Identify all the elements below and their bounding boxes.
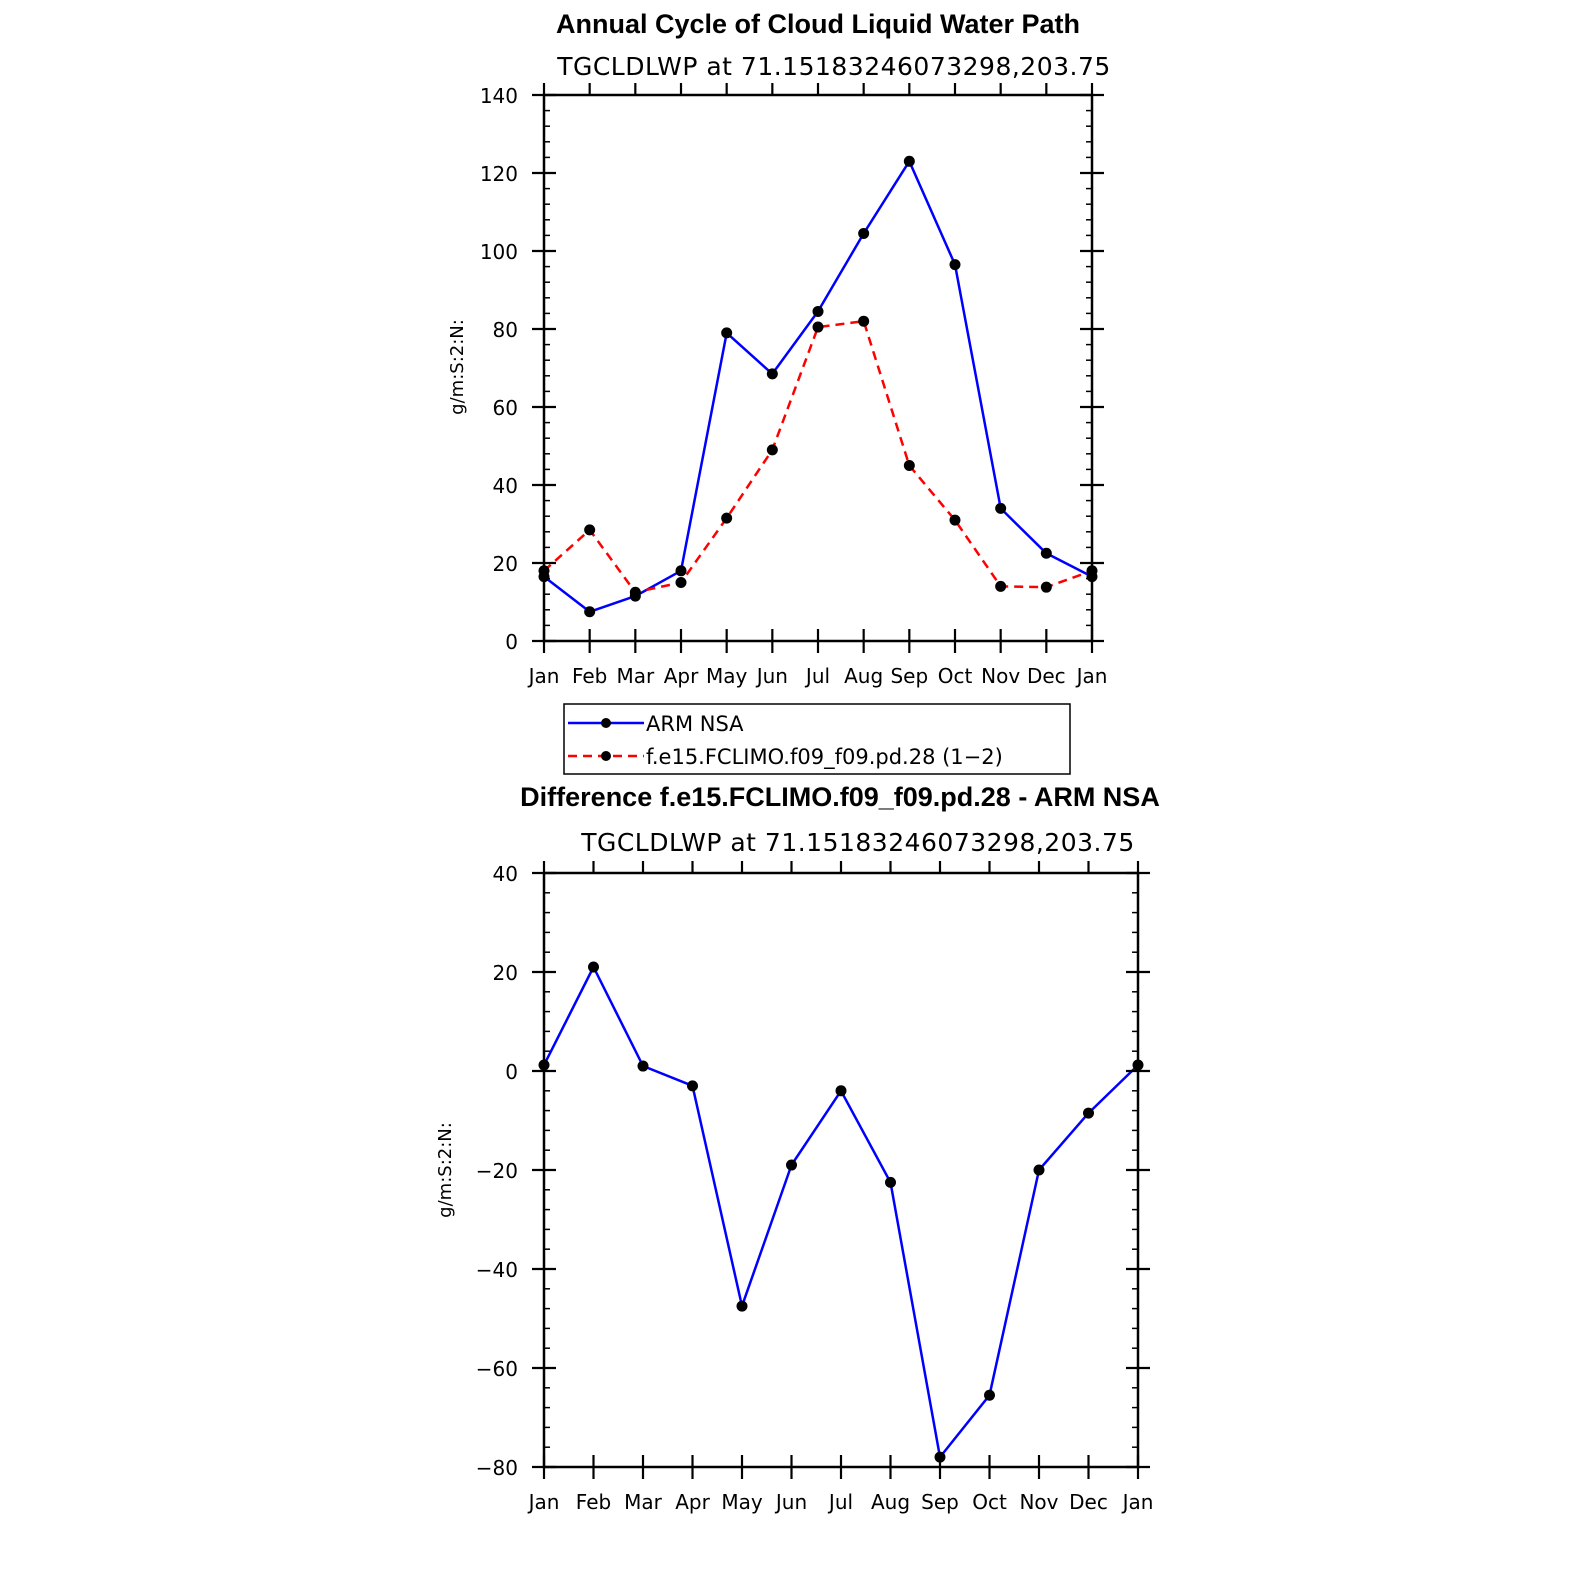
x-tick-label: Jan bbox=[527, 1490, 560, 1514]
bottom-chart-y-axis-label: g/m:S:2:N: bbox=[435, 1122, 456, 1218]
x-tick-label: Jun bbox=[755, 664, 788, 688]
series-line-0 bbox=[543, 160, 1093, 614]
series-0-point bbox=[588, 961, 599, 973]
series-1-point bbox=[629, 586, 641, 598]
legend-model-label: f.e15.FCLIMO.f09_f09.pd.28 (1−2) bbox=[646, 745, 1003, 770]
x-tick-label: Jul bbox=[827, 1490, 853, 1514]
y-tick-label: 0 bbox=[505, 630, 518, 654]
series-1-point bbox=[903, 460, 915, 471]
y-tick-label: 40 bbox=[493, 474, 518, 498]
series-0-point bbox=[885, 1176, 896, 1188]
series-1-point bbox=[949, 514, 961, 526]
series-0-point bbox=[675, 565, 687, 577]
legend-arm-nsa-label: ARM NSA bbox=[646, 712, 744, 736]
x-tick-label: Dec bbox=[1027, 664, 1066, 688]
x-tick-label: Oct bbox=[972, 1490, 1007, 1514]
x-tick-label: Sep bbox=[921, 1490, 959, 1514]
x-tick-label: Nov bbox=[981, 664, 1020, 688]
x-tick-label: Feb bbox=[572, 664, 607, 688]
y-tick-label: −60 bbox=[476, 1357, 518, 1381]
bottom-chart-title: Difference f.e15.FCLIMO.f09_f09.pd.28 - … bbox=[520, 782, 1160, 812]
series-0-point bbox=[786, 1159, 797, 1171]
legend-box bbox=[563, 703, 1071, 775]
top-chart-subtitle: TGCLDLWP at 71.15183246073298,203.75 bbox=[556, 52, 1111, 81]
series-line-1 bbox=[543, 319, 1093, 594]
series-1-point bbox=[675, 577, 687, 588]
top-chart-legend: ARM NSA f.e15.FCLIMO.f09_f09.pd.28 (1−2) bbox=[563, 703, 1071, 775]
y-tick-label: 0 bbox=[505, 1060, 518, 1084]
series-0-point bbox=[687, 1080, 698, 1092]
x-tick-label: Jan bbox=[1075, 664, 1108, 688]
series-1-point bbox=[995, 580, 1007, 592]
x-tick-label: Dec bbox=[1069, 1490, 1108, 1514]
series-1-point bbox=[858, 315, 870, 327]
series-0-point bbox=[995, 502, 1007, 514]
series-0-point bbox=[736, 1300, 748, 1312]
series-0-point bbox=[949, 259, 961, 271]
x-tick-label: Jun bbox=[774, 1490, 807, 1514]
series-0-point bbox=[858, 227, 870, 239]
x-tick-label: Aug bbox=[844, 664, 883, 688]
y-tick-label: 100 bbox=[480, 240, 518, 264]
series-0-point bbox=[1083, 1107, 1094, 1119]
top-chart-y-axis-label: g/m:S:2:N: bbox=[447, 319, 468, 415]
series-0-point bbox=[812, 305, 824, 317]
y-tick-label: 20 bbox=[493, 552, 518, 576]
x-tick-label: Jul bbox=[804, 664, 830, 688]
bottom-chart: Difference f.e15.FCLIMO.f09_f09.pd.28 - … bbox=[435, 782, 1160, 1514]
x-tick-label: Mar bbox=[616, 664, 655, 688]
series-0-point bbox=[766, 368, 778, 380]
legend-arm-nsa-marker bbox=[601, 718, 611, 728]
series-1-point bbox=[584, 524, 596, 536]
y-tick-label: 140 bbox=[480, 84, 518, 108]
series-1-point bbox=[1040, 581, 1052, 593]
y-tick-label: −20 bbox=[476, 1159, 518, 1183]
series-0-point bbox=[903, 155, 915, 167]
x-tick-label: Feb bbox=[576, 1490, 611, 1514]
y-tick-label: 80 bbox=[493, 318, 518, 342]
top-chart-title: Annual Cycle of Cloud Liquid Water Path bbox=[556, 9, 1080, 39]
top-chart: Annual Cycle of Cloud Liquid Water Path … bbox=[447, 9, 1111, 775]
y-tick-label: −40 bbox=[476, 1258, 518, 1282]
series-line-0 bbox=[542, 965, 1139, 1459]
x-tick-label: May bbox=[706, 664, 748, 688]
series-0-point bbox=[835, 1085, 847, 1097]
x-tick-label: Oct bbox=[938, 664, 973, 688]
series-0-point bbox=[984, 1389, 995, 1401]
series-1-point bbox=[721, 512, 733, 524]
bottom-chart-plot-frame bbox=[542, 871, 1140, 1469]
series-0-point bbox=[637, 1060, 649, 1072]
top-chart-plot-frame bbox=[542, 93, 1094, 643]
x-tick-label: Apr bbox=[664, 664, 699, 688]
legend-model-marker bbox=[601, 751, 611, 761]
y-tick-label: 40 bbox=[493, 862, 518, 886]
series-0-point bbox=[1040, 547, 1052, 559]
y-tick-label: −80 bbox=[476, 1456, 518, 1480]
x-tick-label: Sep bbox=[890, 664, 928, 688]
y-tick-label: 60 bbox=[493, 396, 518, 420]
x-tick-label: Jan bbox=[1121, 1490, 1154, 1514]
x-tick-label: Aug bbox=[871, 1490, 910, 1514]
series-0-point bbox=[584, 606, 596, 618]
x-tick-label: May bbox=[721, 1490, 763, 1514]
series-0-point bbox=[1033, 1164, 1045, 1176]
bottom-chart-subtitle: TGCLDLWP at 71.15183246073298,203.75 bbox=[580, 828, 1135, 857]
series-1-point bbox=[766, 444, 778, 456]
x-tick-label: Apr bbox=[675, 1490, 710, 1514]
y-tick-label: 20 bbox=[493, 961, 518, 985]
x-tick-label: Mar bbox=[624, 1490, 663, 1514]
x-tick-label: Jan bbox=[527, 664, 560, 688]
series-0-point bbox=[721, 327, 733, 339]
x-tick-label: Nov bbox=[1019, 1490, 1058, 1514]
y-tick-label: 120 bbox=[480, 162, 518, 186]
series-1-point bbox=[812, 321, 824, 333]
